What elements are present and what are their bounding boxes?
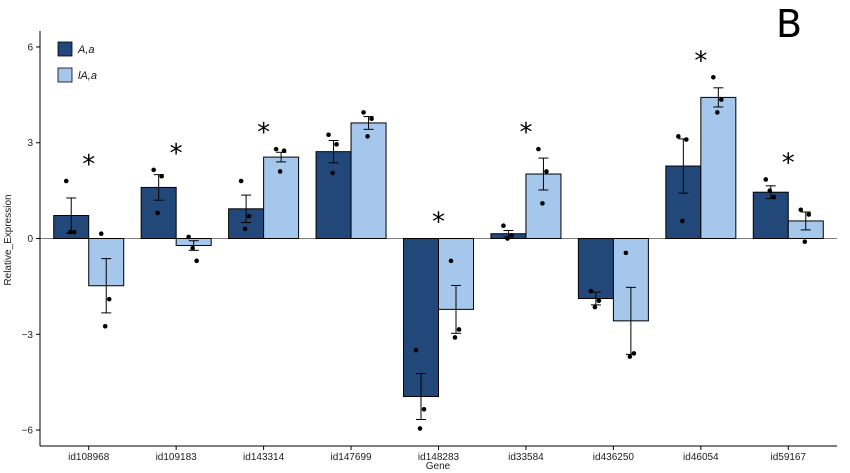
data-point: [281, 148, 287, 154]
y-axis-title: Relative_Expression: [3, 194, 14, 285]
significance-star: *: [782, 148, 795, 178]
data-point: [277, 169, 283, 174]
data-point: [767, 188, 773, 193]
data-point: [719, 97, 724, 102]
data-point: [417, 426, 423, 431]
bar-series2: [700, 96, 737, 240]
data-points: [63, 74, 812, 431]
significance-star: *: [519, 118, 532, 148]
bar-series1: [403, 238, 439, 398]
data-point: [238, 178, 244, 184]
x-tick-label: id33584: [508, 452, 544, 463]
legend: A,a lA,a: [57, 41, 97, 83]
data-point: [155, 210, 160, 216]
data-point: [456, 327, 462, 332]
x-ticks: id108968 id109183 id143314 id147699 id148283…: [68, 446, 807, 463]
bars: [53, 96, 824, 398]
y-tick-label: 0: [27, 234, 33, 245]
data-point: [763, 177, 769, 182]
significance-marks: * * * * * * *: [82, 46, 795, 237]
significance-star: *: [82, 150, 95, 180]
data-point: [448, 258, 454, 264]
data-point: [330, 170, 335, 176]
data-point: [544, 169, 549, 174]
data-point: [71, 229, 77, 235]
y-tick-label: −3: [22, 330, 34, 341]
data-point: [246, 213, 252, 219]
data-point: [67, 229, 73, 235]
significance-star: *: [694, 46, 707, 76]
error-bars: [66, 87, 811, 421]
x-tick-label: id108968: [68, 452, 110, 463]
bar-series1: [577, 238, 614, 300]
legend-label: lA,a: [78, 70, 97, 82]
x-tick-label: id148283: [418, 452, 460, 463]
data-point: [715, 110, 720, 115]
data-point: [501, 223, 506, 229]
x-axis-title: Gene: [426, 461, 451, 472]
data-point: [676, 134, 681, 139]
data-point: [684, 137, 689, 142]
data-point: [365, 134, 370, 139]
y-tick-label: 6: [27, 42, 33, 53]
significance-star: *: [432, 208, 445, 238]
bar-series1: [315, 151, 352, 240]
data-point: [369, 116, 374, 122]
x-tick-label: id59167: [770, 452, 806, 463]
data-point: [596, 298, 602, 304]
data-point: [509, 233, 514, 238]
data-point: [190, 245, 195, 251]
data-point: [334, 142, 339, 147]
data-point: [361, 110, 366, 115]
data-point: [242, 226, 248, 232]
data-point: [159, 173, 164, 179]
data-point: [631, 351, 637, 356]
data-point: [771, 194, 777, 200]
data-point: [540, 201, 545, 206]
data-point: [102, 323, 108, 329]
data-point: [680, 218, 685, 224]
panel-label: B: [776, 2, 803, 46]
legend-label: A,a: [77, 44, 95, 56]
data-point: [151, 167, 156, 173]
data-point: [452, 335, 458, 340]
data-point: [194, 258, 199, 264]
data-point: [623, 250, 629, 256]
data-point: [798, 207, 804, 213]
data-point: [802, 239, 808, 244]
x-tick-label: id143314: [243, 452, 285, 463]
data-point: [592, 304, 598, 310]
data-point: [106, 296, 112, 302]
bar-series1: [752, 191, 789, 239]
y-tick-label: −6: [22, 426, 34, 437]
data-point: [536, 146, 541, 152]
data-point: [421, 406, 427, 412]
data-point: [413, 347, 419, 353]
x-tick-label: id46054: [683, 452, 719, 463]
y-tick-label: 3: [27, 138, 33, 149]
x-tick-label: id147699: [330, 452, 372, 463]
legend-swatch: [57, 67, 73, 83]
significance-star: *: [170, 139, 183, 169]
data-point: [627, 354, 633, 359]
data-point: [806, 212, 812, 217]
bar-series2: [263, 156, 300, 240]
data-point: [588, 288, 594, 294]
data-point: [63, 178, 69, 184]
data-point: [711, 74, 716, 80]
legend-swatch: [57, 41, 73, 57]
data-point: [273, 146, 279, 152]
data-point: [505, 236, 510, 241]
y-ticks: −6 −3 0 3 6: [22, 42, 40, 437]
bar-series2: [350, 122, 387, 239]
x-tick-label: id109183: [156, 452, 198, 463]
significance-star: *: [257, 118, 270, 148]
data-point: [326, 132, 331, 138]
x-tick-label: id436250: [593, 452, 635, 463]
data-point: [186, 234, 191, 240]
data-point: [98, 231, 104, 237]
